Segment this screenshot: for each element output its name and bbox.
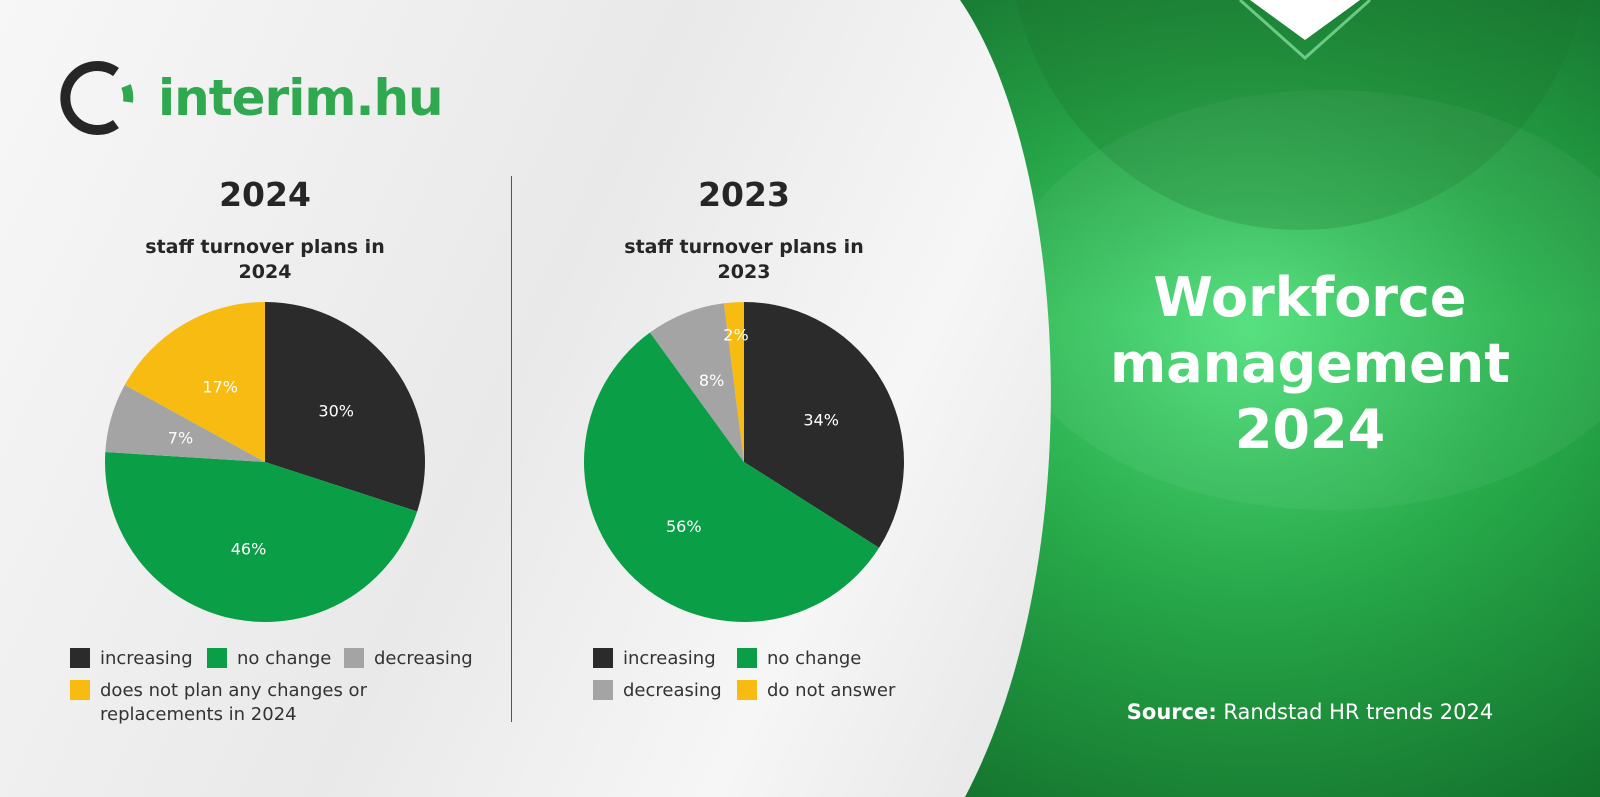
- legend-swatch: [737, 680, 757, 700]
- pie-data-label: 34%: [803, 411, 839, 430]
- legend-label-line: replacements in 2024: [100, 704, 297, 725]
- pie-data-label: 30%: [318, 401, 354, 420]
- legend-item-no-change: no change: [207, 647, 331, 671]
- source-label: Source:: [1126, 700, 1217, 724]
- legend-item-no-change: no change: [737, 647, 861, 671]
- pie-slice-increasing: [265, 302, 425, 512]
- pie-chart-2024: 30% 46% 7% 17%: [105, 302, 425, 622]
- chart-panel-2024: 2024 staff turnover plans in 2024 30% 46%…: [30, 0, 500, 797]
- brand-name: interim.hu: [158, 69, 444, 127]
- pie-data-label: 7%: [168, 428, 193, 447]
- legend-label: increasing: [100, 648, 193, 669]
- pie-slice-does-not: [124, 302, 266, 462]
- source-note: Source: Randstad HR trends 2024: [1080, 700, 1540, 724]
- legend-swatch: [737, 648, 757, 668]
- legend-label: decreasing: [374, 648, 473, 669]
- legend-swatch: [593, 648, 613, 668]
- chart-title: staff turnover plans in 2023: [624, 236, 864, 283]
- chart-heading: 2023: [698, 175, 790, 214]
- legend-swatch: [344, 648, 364, 668]
- pie-data-label: 2%: [723, 325, 748, 344]
- ring-logo-icon: [60, 61, 134, 135]
- pie-slice-decreasing: [105, 384, 265, 462]
- legend-label: no change: [237, 648, 332, 669]
- legend-swatch: [593, 680, 613, 700]
- legend-item-no-plan: does not plan any changes or replacement…: [70, 679, 367, 727]
- pie-slice-do-not: [723, 302, 744, 462]
- chart-title: staff turnover plans in 2024: [145, 236, 385, 283]
- pie-chart-2023: 34% 56% 8% 2%: [584, 302, 904, 622]
- pie-data-label: 56%: [666, 517, 702, 536]
- legend-item-decreasing: decreasing: [593, 679, 722, 703]
- chart-heading: 2024: [219, 175, 311, 214]
- pie-slice-decreasing: [649, 303, 744, 462]
- brand-logo: interim.hu: [56, 58, 444, 138]
- legend-label-line: does not plan any changes or: [100, 680, 367, 701]
- legend-item-increasing: increasing: [70, 647, 193, 671]
- legend-item-increasing: increasing: [593, 647, 716, 671]
- pie-slice-no-change: [584, 332, 880, 622]
- panel-divider: [511, 176, 512, 722]
- legend-label: increasing: [623, 648, 716, 669]
- pie-data-label: 17%: [202, 377, 238, 396]
- chart-panel-2023: 2023 staff turnover plans in 2023 34% 56%…: [509, 0, 979, 797]
- legend-swatch: [70, 680, 90, 700]
- pie-data-label: 46%: [231, 539, 267, 558]
- headline-line: Workforce: [1153, 266, 1467, 329]
- headline: Workforce management 2024: [1080, 265, 1540, 463]
- legend-swatch: [70, 648, 90, 668]
- source-text: Randstad HR trends 2024: [1223, 700, 1494, 724]
- legend-swatch: [207, 648, 227, 668]
- pie-data-label: 8%: [699, 371, 724, 390]
- legend-label: do not answer: [767, 680, 896, 701]
- headline-line: 2024: [1234, 398, 1386, 461]
- legend-label: does not plan any changes or replacement…: [100, 679, 367, 727]
- headline-line: management: [1109, 332, 1511, 395]
- pie-slice-no-change: [105, 451, 418, 622]
- pie-slice-increasing: [744, 302, 904, 548]
- legend-item-do-not-answer: do not answer: [737, 679, 895, 703]
- legend-label: decreasing: [623, 680, 722, 701]
- legend-label: no change: [767, 648, 862, 669]
- legend-item-decreasing: decreasing: [344, 647, 473, 671]
